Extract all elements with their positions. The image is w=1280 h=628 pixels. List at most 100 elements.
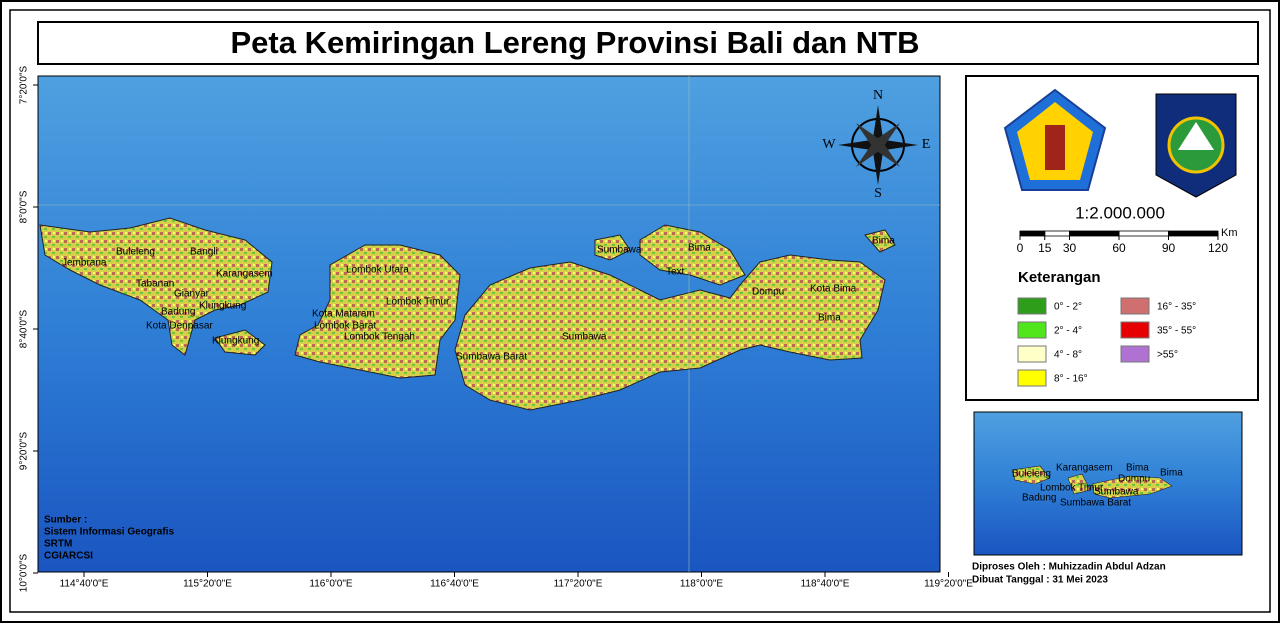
- title-box: [37, 21, 1259, 65]
- region-label: Bima: [818, 313, 841, 324]
- source-text: Sistem Informasi Geografis: [44, 527, 174, 538]
- region-label: Lombok Utara: [346, 265, 409, 276]
- legend-swatch: [1120, 321, 1150, 339]
- region-label: Text: [666, 267, 685, 278]
- bali: [39, 217, 273, 356]
- legend-label: 8° - 16°: [1054, 374, 1088, 385]
- title: Peta Kemiringan Lereng Provinsi Bali dan…: [230, 25, 919, 60]
- inset-label: Dompu: [1118, 474, 1150, 485]
- x-coord-label: 116°0'0"E: [309, 579, 353, 590]
- compass-e: E: [922, 137, 931, 152]
- scale-segment: [1168, 230, 1219, 237]
- compass-n: N: [873, 88, 883, 103]
- compass-rose: [838, 105, 918, 185]
- x-coord-label: 116°40'0"E: [430, 579, 479, 590]
- inset-islands: [1011, 465, 1173, 499]
- compass-s: S: [874, 186, 882, 201]
- source-text: Sumber :: [44, 515, 87, 526]
- inset-label: Karangasem: [1056, 463, 1113, 474]
- sumbawa-north: [639, 224, 746, 286]
- inset-label: Lombok Timur: [1040, 483, 1104, 494]
- x-coord-label: 118°40'0"E: [801, 579, 850, 590]
- region-label: Kota Denpasar: [146, 321, 213, 332]
- scale-tick-label: 60: [1112, 241, 1126, 255]
- ntb-logo: [1155, 93, 1237, 198]
- x-coord-label: 118°0'0"E: [680, 579, 724, 590]
- region-label: Lombok Timur: [386, 297, 450, 308]
- legend-label: 16° - 35°: [1157, 302, 1196, 313]
- credit-processed: Diproses Oleh : Muhizzadin Abdul Adzan: [972, 562, 1166, 573]
- legend-swatch: [1017, 345, 1047, 363]
- legend-label: 4° - 8°: [1054, 350, 1082, 361]
- region-label: Buleleng: [116, 247, 155, 258]
- y-coord-label: 7°20'0"S: [19, 65, 30, 104]
- y-coord-label: 9°20'0"S: [19, 431, 30, 470]
- source-text: CGIARCSI: [44, 551, 93, 562]
- region-label: Tabanan: [136, 279, 174, 290]
- bali-logo: [1003, 88, 1107, 191]
- x-coord-label: 115°20'0"E: [183, 579, 232, 590]
- region-label: Bangli: [190, 247, 218, 258]
- legend: 0° - 2° 2° - 4° 4° - 8° 8° - 16° 16° - 35° 35…: [1017, 297, 1196, 387]
- legend-label: 0° - 2°: [1054, 302, 1082, 313]
- region-label: Sumbawa: [562, 332, 607, 343]
- legend-swatch: [1017, 297, 1047, 315]
- region-label: Bima: [872, 236, 895, 247]
- scale-segment: [1069, 230, 1120, 237]
- scale-segment: [1019, 230, 1046, 237]
- y-coord-label: 10°0'0"S: [19, 553, 30, 592]
- inset-labels: Karangasem Bima Bima Buleleng Lombok Timur Do…: [1012, 463, 1183, 509]
- region-label: Dompu: [752, 287, 784, 298]
- nusa-penida: [214, 329, 266, 356]
- inset-label: Buleleng: [1012, 469, 1051, 480]
- scale-tick-label: 0: [1017, 241, 1024, 255]
- scale-tick-label: 120: [1208, 241, 1228, 255]
- region-label: Sumbawa Barat: [456, 352, 527, 363]
- x-coord-label: 114°40'0"E: [60, 579, 109, 590]
- region-label: Gianyar: [174, 289, 210, 300]
- region-label: Sumbawa: [597, 245, 642, 256]
- region-label: Kota Mataram: [312, 309, 375, 320]
- scale-ratio: 1:2.000.000: [1075, 203, 1165, 222]
- scale-tick-label: 15: [1038, 241, 1052, 255]
- legend-label: 2° - 4°: [1054, 326, 1082, 337]
- region-label: Lombok Barat: [314, 321, 376, 332]
- legend-swatch: [1017, 369, 1047, 387]
- inner-border: [9, 9, 1271, 613]
- legend-label: 35° - 55°: [1157, 326, 1196, 337]
- inset-label: Bima: [1160, 468, 1183, 479]
- region-label: Jembrana: [62, 258, 107, 269]
- moyo: [594, 234, 631, 261]
- compass-w: W: [822, 137, 836, 152]
- scale-tick-label: 30: [1063, 241, 1077, 255]
- x-coord-label: 117°20'0"E: [554, 579, 603, 590]
- region-label: Klungkung: [199, 301, 246, 312]
- region-label: Karangasem: [216, 269, 273, 280]
- lombok: [294, 244, 461, 379]
- region-label: Klungkung: [212, 336, 259, 347]
- legend-swatch: [1017, 321, 1047, 339]
- y-coord-label: 8°0'0"S: [19, 190, 30, 223]
- legend-swatch: [1120, 297, 1150, 315]
- islands: [39, 217, 896, 411]
- inset-label: Bima: [1126, 463, 1149, 474]
- scale-segment: [1118, 230, 1169, 237]
- inset-label: Sumbawa Barat: [1060, 498, 1131, 509]
- region-label: Lombok Tengah: [344, 332, 415, 343]
- sangeang: [864, 229, 896, 253]
- inset-label: Sumbawa: [1094, 487, 1139, 498]
- scale-unit: Km: [1221, 227, 1238, 239]
- legend-label: >55°: [1157, 350, 1178, 361]
- sumbawa: [454, 254, 886, 411]
- scale-segment: [1044, 230, 1070, 237]
- region-label: Kota Bima: [810, 284, 857, 295]
- source-text: SRTM: [44, 539, 72, 550]
- legend-title: Keterangan: [1018, 269, 1101, 286]
- scale-tick-label: 90: [1162, 241, 1176, 255]
- region-label: Bima: [688, 243, 711, 254]
- inset-label: Badung: [1022, 493, 1056, 504]
- x-coord-label: 119°20'0"E: [924, 579, 973, 590]
